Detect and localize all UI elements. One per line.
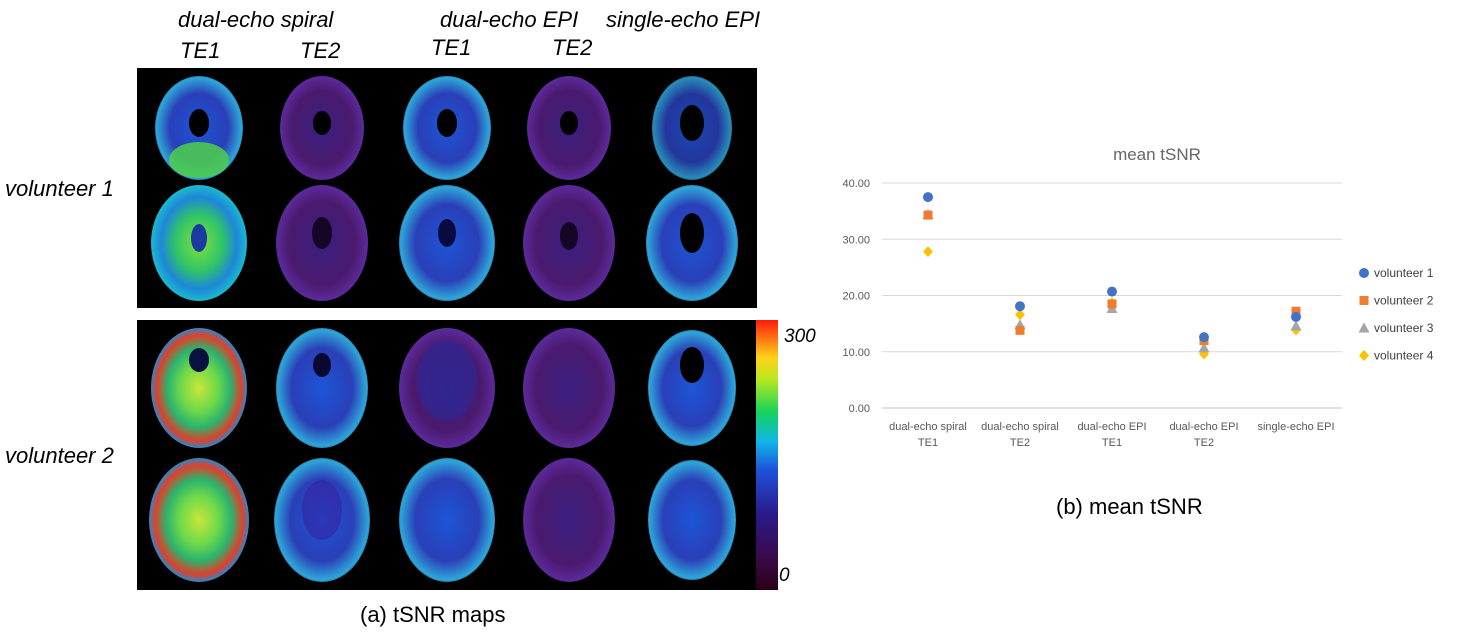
x-tick-label: single-echo EPI — [1257, 421, 1334, 433]
legend-marker — [1359, 268, 1369, 278]
colorbar-min-label: 0 — [779, 565, 790, 586]
y-tick-label: 0.00 — [849, 403, 870, 415]
data-point — [1015, 309, 1025, 321]
legend-label: volunteer 1 — [1374, 266, 1434, 280]
data-point — [1107, 299, 1117, 309]
x-tick-label: dual-echo EPI — [1169, 421, 1238, 433]
y-tick-label: 10.00 — [842, 347, 870, 359]
data-point — [1291, 311, 1301, 322]
brain-slices-volunteer-1 — [151, 76, 738, 301]
x-tick-label: dual-echo spiral — [981, 421, 1059, 433]
data-point — [1199, 332, 1209, 343]
echo-label-spiral-te2: TE2 — [300, 38, 341, 63]
echo-label-epi-te2: TE2 — [552, 35, 593, 60]
x-tick-label: TE2 — [1194, 437, 1214, 449]
brain-slices-volunteer-2 — [149, 328, 736, 582]
legend-label: volunteer 2 — [1374, 294, 1434, 308]
caption-tsnr-maps: (a) tSNR maps — [360, 602, 506, 627]
legend-label: volunteer 4 — [1374, 349, 1434, 363]
legend-marker — [1359, 350, 1369, 361]
col-header-dual-echo-spiral: dual-echo spiral — [178, 7, 334, 32]
y-tick-label: 30.00 — [842, 234, 870, 246]
data-point — [1198, 342, 1210, 353]
x-tick-label: dual-echo EPI — [1077, 421, 1146, 433]
colorbar-max-label: 300 — [784, 326, 816, 347]
data-point — [1015, 325, 1025, 335]
data-point — [923, 210, 933, 220]
data-point — [1291, 306, 1301, 316]
mean-tsnr-chart: mean tSNR 40.00 30.00 20.00 10.00 0.00 dual-… — [842, 145, 1434, 449]
tsnr-map-panel-volunteer-2 — [137, 320, 757, 590]
col-header-dual-echo-epi: dual-echo EPI — [440, 7, 579, 32]
col-header-single-echo-epi: single-echo EPI — [606, 7, 761, 32]
legend-marker — [1359, 296, 1369, 305]
row-label-volunteer-1: volunteer 1 — [5, 176, 114, 201]
tsnr-colorbar — [756, 320, 778, 590]
x-tick-label: dual-echo spiral — [889, 421, 967, 433]
x-tick-label: TE2 — [1010, 437, 1030, 449]
row-label-volunteer-2: volunteer 2 — [5, 443, 114, 468]
y-tick-label: 20.00 — [842, 291, 870, 303]
legend-label: volunteer 3 — [1374, 321, 1434, 335]
x-tick-label: TE1 — [918, 437, 938, 449]
echo-label-spiral-te1: TE1 — [180, 38, 221, 63]
y-tick-label: 40.00 — [842, 178, 870, 190]
data-point — [1290, 320, 1302, 331]
legend-marker — [1358, 322, 1370, 333]
data-point — [1107, 286, 1117, 297]
data-point — [923, 192, 933, 203]
tsnr-map-panel-volunteer-1 — [137, 68, 757, 308]
chart-title: mean tSNR — [1113, 145, 1201, 164]
data-point — [923, 246, 933, 258]
echo-label-epi-te1: TE1 — [431, 35, 472, 60]
x-tick-label: TE1 — [1102, 437, 1122, 449]
data-point — [1015, 301, 1025, 312]
caption-mean-tsnr: (b) mean tSNR — [1056, 494, 1203, 519]
